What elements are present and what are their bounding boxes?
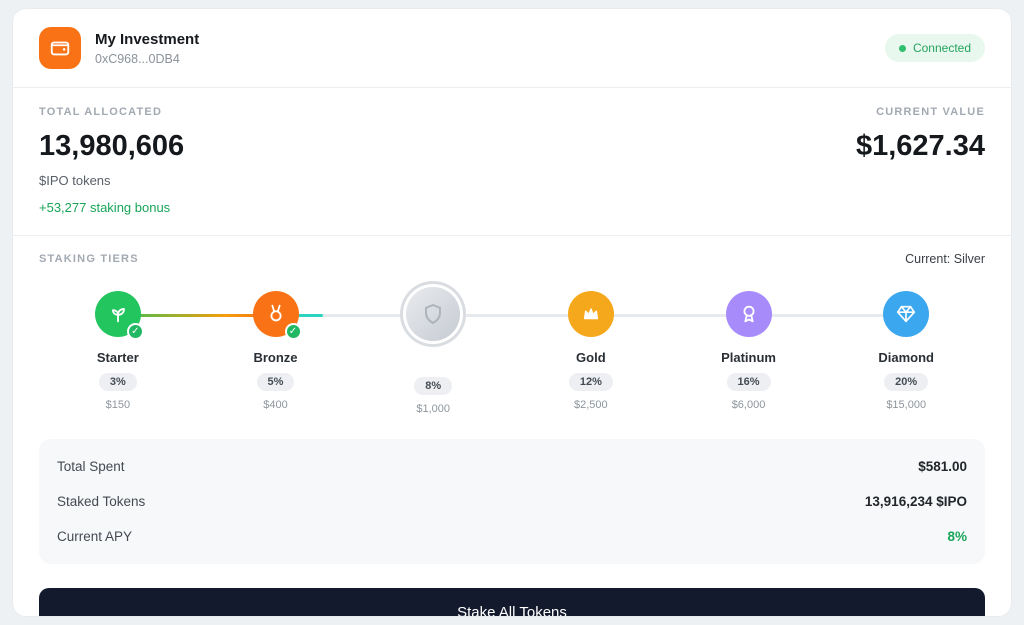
tier-starter-node[interactable]: ✓	[94, 291, 144, 340]
check-icon: ✓	[284, 323, 302, 340]
summary-panel: Total Spent $581.00 Staked Tokens 13,916…	[39, 439, 985, 564]
tier-apy-badge: 20%	[884, 373, 929, 391]
medal-icon	[270, 304, 281, 322]
tier-amount: $150	[105, 399, 131, 411]
tier-bronze: ✓ Bronze 5% $400	[197, 288, 355, 415]
summary-row-staked-tokens: Staked Tokens 13,916,234 $IPO	[39, 484, 985, 519]
tier-name: Gold	[576, 350, 606, 365]
tier-platinum-node[interactable]	[725, 291, 772, 337]
stake-all-tokens-button[interactable]: Stake All Tokens	[39, 588, 985, 616]
check-icon: ✓	[126, 323, 144, 340]
stats-section: TOTAL ALLOCATED 13,980,606 $IPO tokens +…	[13, 88, 1011, 236]
tier-amount: $400	[263, 399, 288, 411]
tier-silver: Silver 8% $1,000	[354, 287, 512, 415]
tier-name: Bronze	[253, 350, 298, 365]
crown-icon	[583, 308, 598, 320]
summary-label: Total Spent	[57, 459, 125, 474]
summary-value-apy: 8%	[947, 529, 967, 544]
tier-track	[105, 314, 919, 317]
token-label: $IPO tokens	[39, 173, 111, 188]
tier-apy-badge: 12%	[568, 373, 613, 391]
tier-starter: ✓ Starter 3% $150	[39, 288, 197, 415]
tier-gold: Gold 12% $2,500	[512, 288, 670, 415]
total-allocated-block: TOTAL ALLOCATED 13,980,606 $IPO tokens +…	[39, 106, 184, 215]
investment-card: My Investment 0xC968...0DB4 Connected TO…	[12, 8, 1012, 617]
tier-apy-badge: 5%	[256, 373, 295, 391]
summary-label: Staked Tokens	[57, 494, 146, 509]
tier-bronze-node[interactable]: ✓	[252, 291, 302, 340]
connection-status-badge: Connected	[884, 34, 985, 62]
wallet-icon	[39, 27, 81, 69]
staking-tiers-label: STAKING TIERS	[39, 253, 139, 265]
tier-platinum: Platinum 16% $6,000	[670, 288, 828, 415]
sprout-icon	[111, 308, 125, 323]
tier-apy-badge: 16%	[726, 373, 771, 391]
summary-row-current-apy: Current APY 8%	[39, 519, 985, 554]
current-value-label: CURRENT VALUE	[876, 106, 985, 118]
total-allocated-value: 13,980,606	[39, 130, 185, 162]
tier-name: Diamond	[878, 350, 934, 365]
tier-diamond-node[interactable]	[883, 291, 930, 337]
summary-row-total-spent: Total Spent $581.00	[39, 449, 985, 484]
header-text: My Investment 0xC968...0DB4	[95, 31, 199, 66]
summary-value: 13,916,234 $IPO	[864, 494, 967, 509]
wallet-address: 0xC968...0DB4	[95, 51, 180, 66]
tier-amount: $6,000	[731, 399, 766, 411]
tier-name: Starter	[96, 350, 139, 365]
tier-gold-node[interactable]	[567, 291, 614, 337]
tier-silver-node[interactable]	[406, 287, 461, 341]
current-value: $1,627.34	[855, 130, 985, 162]
connection-status-label: Connected	[912, 41, 971, 55]
total-allocated-label: TOTAL ALLOCATED	[39, 106, 163, 118]
tier-amount: $1,000	[416, 403, 450, 415]
award-icon	[743, 305, 755, 323]
tiers-header: STAKING TIERS Current: Silver	[39, 252, 985, 266]
tier-name: Platinum	[721, 350, 776, 365]
tier-diamond: Diamond 20% $15,000	[827, 288, 985, 415]
tier-apy-badge: 3%	[98, 373, 137, 391]
summary-label: Current APY	[57, 529, 133, 544]
diamond-icon	[897, 305, 916, 323]
staking-tiers-section: STAKING TIERS Current: Silver ✓ Starter …	[13, 236, 1011, 437]
shield-icon	[425, 304, 442, 324]
page-title: My Investment	[95, 30, 200, 48]
tier-progress-row: ✓ Starter 3% $150 ✓ Bronze 5% $4	[39, 287, 985, 415]
tier-track-progress	[105, 314, 323, 317]
staking-bonus: +53,277 staking bonus	[39, 200, 171, 215]
tier-amount: $2,500	[574, 399, 608, 411]
status-dot-icon	[898, 44, 906, 52]
current-tier-label: Current: Silver	[905, 252, 985, 266]
tier-name: Silver	[415, 354, 450, 369]
summary-value: $581.00	[918, 459, 967, 474]
tier-apy-badge: 8%	[414, 377, 453, 395]
tier-amount: $15,000	[886, 399, 927, 411]
card-header: My Investment 0xC968...0DB4 Connected	[13, 9, 1011, 88]
current-value-block: CURRENT VALUE $1,627.34	[856, 106, 985, 215]
